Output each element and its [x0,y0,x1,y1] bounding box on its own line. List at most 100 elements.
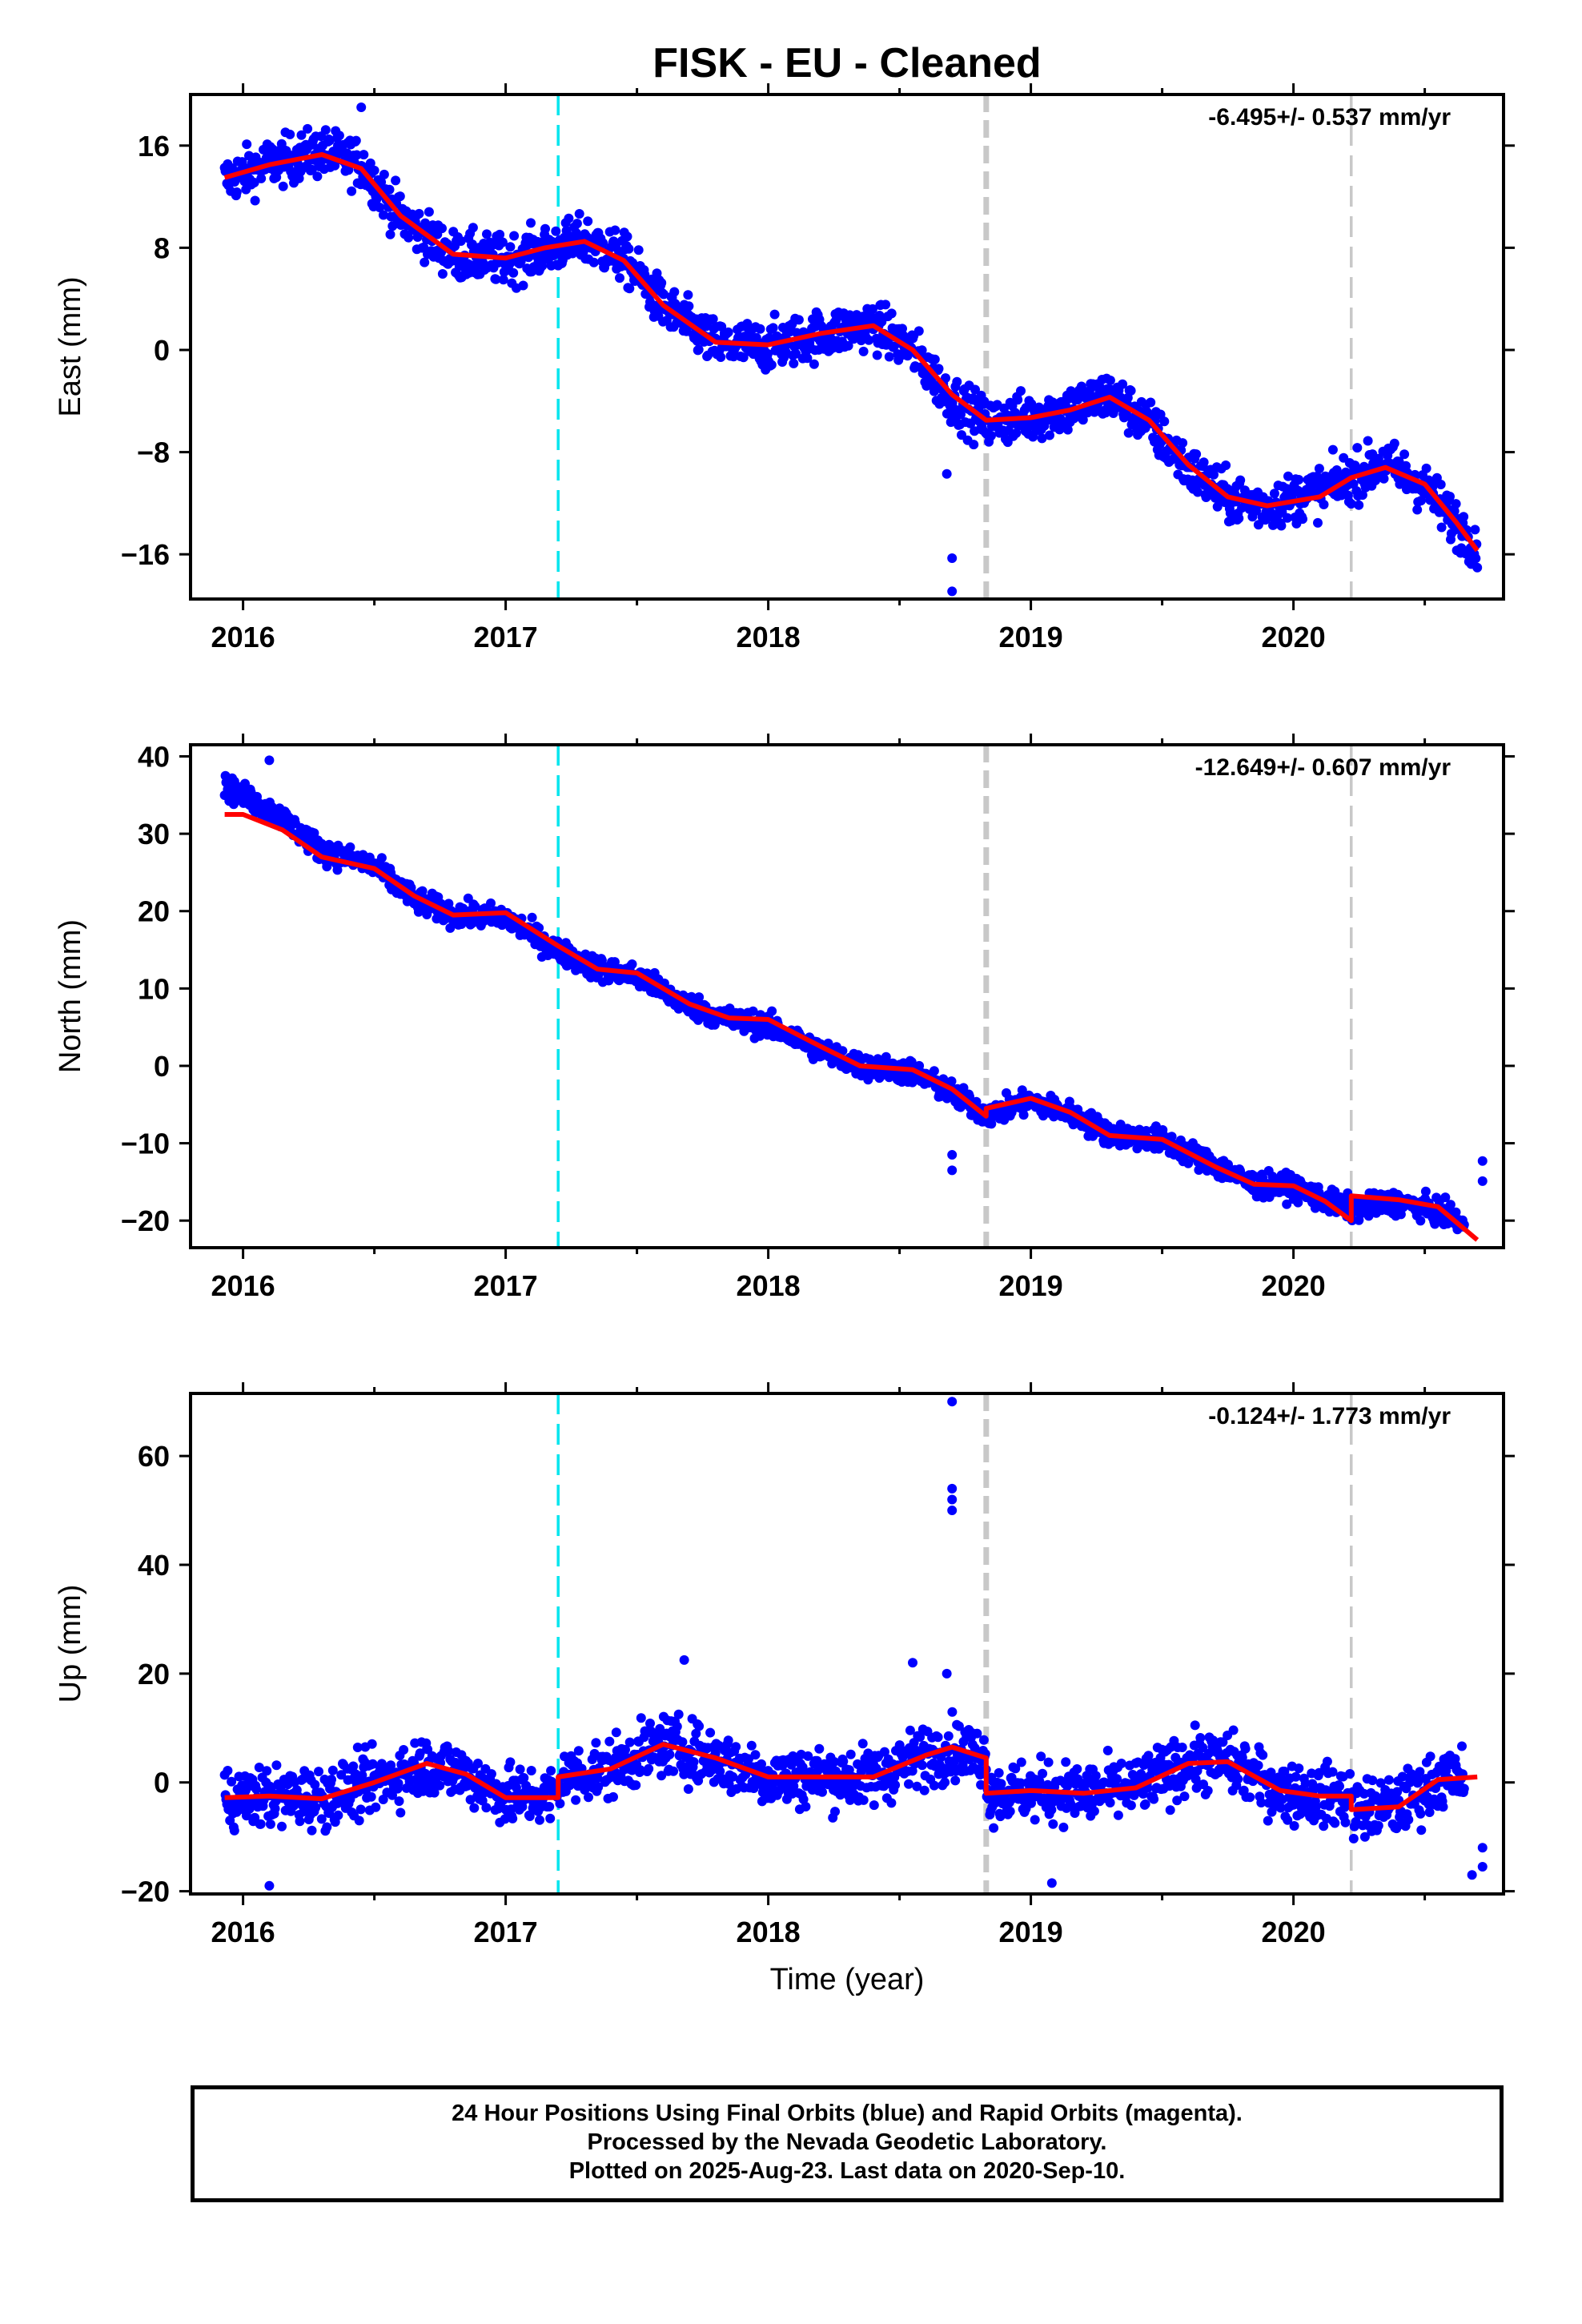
data-point [659,289,669,300]
data-point [996,1779,1006,1789]
data-point [1123,428,1134,438]
data-point [1291,1771,1301,1782]
data-point [1256,1798,1267,1807]
x-tick-label: 2017 [474,1269,538,1302]
data-point [631,1780,641,1791]
x-tick-label: 2020 [1262,1269,1326,1302]
data-point [611,1727,621,1738]
data-point [1279,1767,1290,1776]
data-point [444,1746,454,1756]
data-point [656,278,667,288]
data-point [1298,514,1307,525]
data-point [829,1757,839,1767]
data-point [255,1819,266,1829]
data-point [424,207,434,217]
data-point [1300,1779,1311,1788]
data-point [1126,1800,1136,1811]
data-point [950,1775,961,1786]
data-point [583,216,593,227]
data-point [1102,1745,1113,1755]
data-point [673,1709,684,1719]
data-point [768,323,778,333]
data-point [1415,1216,1426,1226]
data-point [843,340,853,351]
x-tick-label: 2018 [737,1269,801,1302]
data-point [1348,1833,1359,1844]
data-point [941,373,950,384]
data-point [1177,1743,1187,1752]
data-point [365,158,375,168]
data-point [354,1815,364,1826]
y-axis-label: North (mm) [54,919,87,1073]
data-point [1373,453,1383,464]
data-point [802,353,813,364]
data-point [1335,1781,1344,1791]
data-point [1395,1209,1406,1220]
north-panel: 2016 2017 2018 2019 2020403020100−10−20North… [54,734,1515,1302]
data-point-outlier [1477,1156,1488,1166]
data-point [952,376,962,387]
data-point [1253,1760,1263,1771]
data-point [934,364,944,374]
data-point [1340,1817,1351,1827]
data-point [379,169,389,179]
data-point [378,210,388,220]
data-point [969,440,979,450]
data-point [1018,1110,1029,1120]
data-point [1223,1160,1233,1170]
data-point [1112,1774,1122,1784]
data-point [1251,505,1262,516]
data-point [244,1803,255,1814]
data-point [989,1823,999,1833]
data-point [470,901,480,911]
data-point [1357,490,1367,501]
data-point [1472,562,1483,573]
data-point [723,327,733,337]
data-point [316,838,327,849]
data-point [437,269,448,279]
data-point [526,1766,536,1775]
data-point [809,359,819,369]
data-point [540,223,550,234]
data-point [324,135,335,146]
data-point [535,1815,544,1825]
data-point [495,229,505,239]
data-point [1237,1752,1247,1763]
data-point [656,1771,667,1781]
data-point [385,229,396,239]
data-point [858,346,869,356]
data-point [1118,379,1128,389]
data-point-outlier [947,553,958,563]
data-point [1330,1818,1340,1828]
data-point [755,324,765,334]
data-point [1141,1126,1151,1136]
data-point [624,283,635,294]
data-point [469,1803,480,1813]
data-point [334,131,344,141]
data-point [689,1757,699,1767]
data-point [322,1822,332,1832]
data-point [355,1804,366,1815]
data-point [327,1765,338,1775]
data-point [519,1773,529,1783]
data-point [1359,1831,1370,1842]
data-point [608,1791,618,1802]
data-point [593,1782,604,1792]
data-point [1199,457,1209,468]
data-point [729,352,739,362]
data-point [591,1738,601,1748]
data-point [327,1775,336,1785]
data-point [1440,1192,1451,1203]
data-point [978,1735,989,1745]
data-point [905,1725,915,1735]
data-point [1245,1792,1255,1803]
data-point [1234,513,1244,524]
data-point [1412,505,1423,515]
data-point [728,1771,738,1782]
data-point [1451,1207,1461,1217]
data-point [1190,1720,1200,1731]
y-tick-label: 40 [138,740,170,773]
data-point [837,1046,848,1056]
